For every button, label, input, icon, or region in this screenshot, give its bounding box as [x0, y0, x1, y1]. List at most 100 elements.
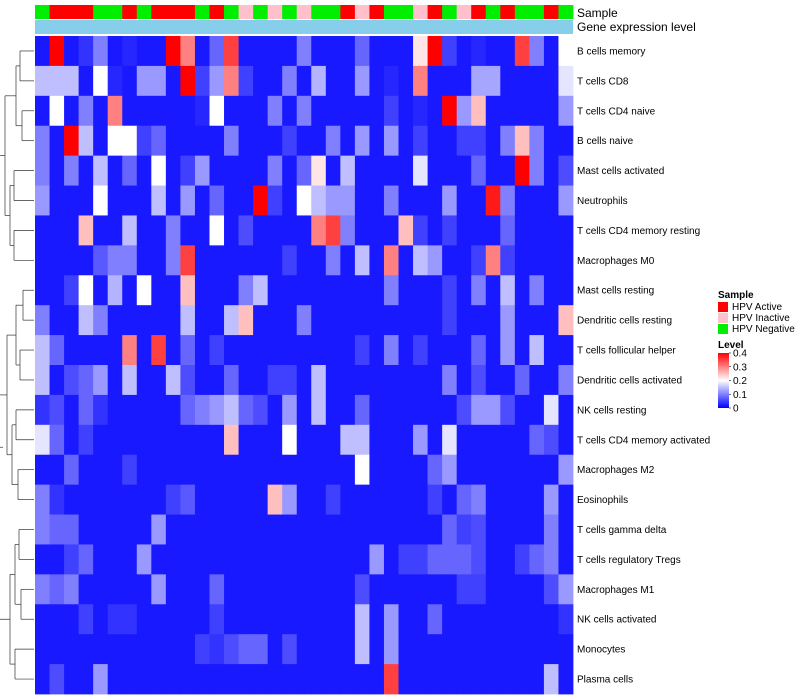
heatmap-cell [311, 125, 327, 157]
heatmap-cell [180, 275, 196, 306]
row-label: Plasma cells [577, 675, 633, 686]
heatmap-cell [456, 275, 472, 306]
heatmap-cell [413, 424, 428, 456]
heatmap-cell [427, 604, 443, 635]
heatmap-cell [282, 36, 298, 67]
heatmap-cell [253, 305, 269, 336]
heatmap-cell [253, 125, 269, 157]
heatmap-cell [296, 335, 312, 366]
heatmap-cell [136, 454, 152, 486]
sample-annotation-cell [398, 5, 414, 19]
heatmap-cell [398, 215, 414, 246]
heatmap-cell [354, 544, 370, 575]
heatmap-cell [514, 65, 530, 97]
heatmap-cell [383, 634, 399, 665]
heatmap-cell [369, 484, 385, 515]
heatmap-cell [253, 335, 269, 366]
heatmap-cell [369, 424, 385, 456]
heatmap-cell [282, 604, 298, 635]
heatmap-cell [529, 664, 545, 695]
legend-level: Level 0.4 0.3 0.2 0.1 0 [718, 340, 747, 415]
heatmap-cell [340, 335, 356, 366]
heatmap-cell [325, 514, 341, 545]
heatmap-cell [49, 95, 65, 127]
heatmap-cell [296, 484, 312, 515]
heatmap-cell [165, 155, 181, 186]
heatmap-cell [49, 245, 65, 276]
heatmap-cell [558, 484, 574, 515]
heatmap-cell [340, 634, 356, 665]
heatmap-cell [267, 65, 283, 97]
heatmap-cell [151, 36, 167, 67]
heatmap-cell [136, 604, 152, 635]
heatmap-cell [224, 335, 239, 366]
heatmap-cell [35, 36, 50, 67]
heatmap-cell [500, 604, 516, 635]
row-label: T cells gamma delta [577, 525, 667, 536]
heatmap-cell [500, 484, 516, 515]
heatmap-cell [427, 424, 443, 456]
heatmap-cell [253, 36, 269, 67]
heatmap-cell [194, 365, 210, 396]
heatmap-cell [485, 394, 501, 426]
heatmap-cell [194, 125, 210, 157]
heatmap-cell [442, 604, 458, 635]
heatmap-cell [325, 275, 341, 306]
heatmap-cell [267, 215, 283, 246]
heatmap-cell [354, 604, 370, 635]
heatmap-cell [529, 305, 545, 336]
heatmap-cell [238, 424, 254, 456]
legend-sample-label: HPV Negative [732, 324, 795, 335]
heatmap-cell [296, 424, 312, 456]
heatmap-cell [35, 65, 50, 97]
heatmap-cell [485, 544, 501, 575]
heatmap-cell [224, 484, 239, 515]
heatmap-cell [78, 36, 94, 67]
heatmap-cell [398, 574, 414, 605]
heatmap-cell [122, 155, 138, 186]
heatmap-cell [485, 245, 501, 276]
heatmap-cell [340, 394, 356, 426]
heatmap-cell [354, 275, 370, 306]
heatmap-cell [398, 604, 414, 635]
heatmap-cell [325, 604, 341, 635]
heatmap-cell [107, 275, 123, 306]
legend-sample-label: HPV Active [732, 302, 782, 313]
heatmap-cell [151, 604, 167, 635]
heatmap-cell [383, 245, 399, 276]
heatmap-cell [64, 125, 80, 157]
heatmap-cell [122, 634, 138, 665]
heatmap-cell [64, 215, 80, 246]
heatmap-cell [78, 95, 94, 127]
heatmap-cell [354, 574, 370, 605]
heatmap-cell [296, 664, 312, 695]
heatmap-cell [78, 245, 94, 276]
heatmap-cell [514, 544, 530, 575]
heatmap-cell [180, 305, 196, 336]
heatmap-cell [500, 544, 516, 575]
heatmap-cell [165, 484, 181, 515]
heatmap-cell [383, 185, 399, 216]
heatmap-cell [413, 305, 428, 336]
heatmap-cell [514, 125, 530, 157]
heatmap-cell [442, 365, 458, 396]
heatmap-cell [543, 544, 559, 575]
heatmap-cell [325, 36, 341, 67]
heatmap-cell [151, 394, 167, 426]
heatmap-cell [354, 484, 370, 515]
heatmap-cell [514, 365, 530, 396]
heatmap-cell [325, 125, 341, 157]
heatmap-cell [165, 544, 181, 575]
heatmap-cell [471, 155, 487, 186]
heatmap-cell [413, 604, 428, 635]
heatmap-cell [165, 394, 181, 426]
heatmap-cell [238, 95, 254, 127]
legend-sample-title: Sample [718, 290, 754, 301]
heatmap-cell [253, 484, 269, 515]
annotation-label-sample: Sample [577, 6, 618, 20]
heatmap-cell [151, 664, 167, 695]
heatmap-cell [500, 185, 516, 216]
heatmap-cell [383, 365, 399, 396]
heatmap-cell [224, 65, 239, 97]
heatmap-cell [543, 335, 559, 366]
